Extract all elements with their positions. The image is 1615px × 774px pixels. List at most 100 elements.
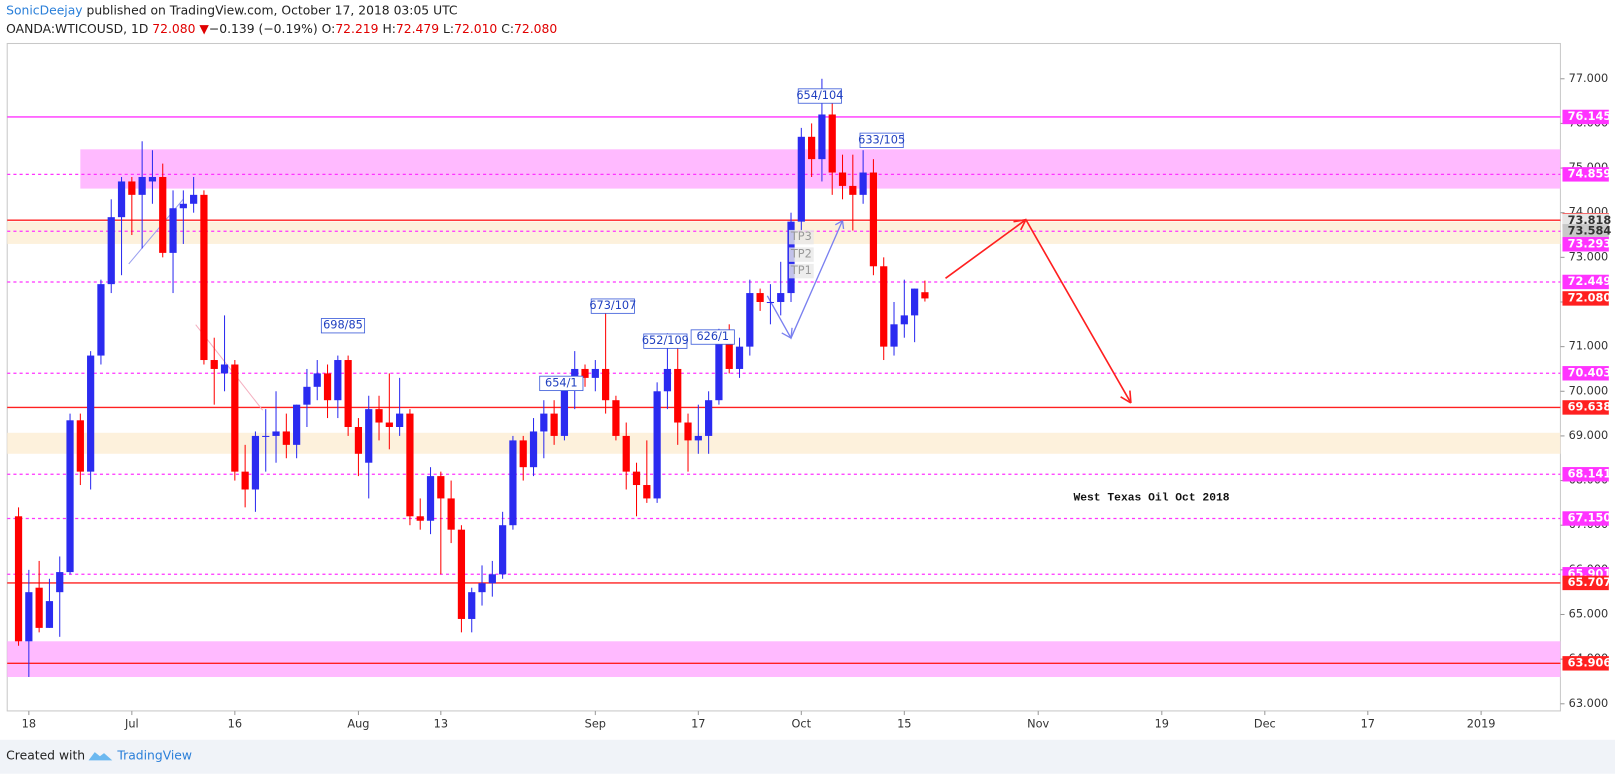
level-label: 67.150	[1568, 511, 1612, 525]
level-label-box	[1562, 167, 1609, 182]
level-label-box	[1562, 511, 1609, 526]
candle-body	[416, 516, 424, 521]
candle-body	[643, 485, 651, 499]
created-with: Created with	[6, 749, 85, 763]
candle-body	[540, 413, 548, 432]
h-value: 72.479	[396, 22, 439, 36]
x-tick-label: 17	[691, 716, 705, 730]
x-tick-label: Jul	[124, 716, 139, 730]
annotation-box	[690, 329, 735, 345]
y-tick-label: 71.000	[1569, 339, 1609, 353]
annotation-box	[643, 333, 688, 349]
tradingview-link[interactable]: TradingView	[116, 749, 192, 763]
annotation: 698/85	[323, 318, 363, 332]
candle-body	[735, 346, 744, 369]
candle-body	[210, 360, 218, 369]
candle-body	[190, 194, 198, 204]
candle-body	[550, 413, 558, 436]
x-tick-label: 17	[1361, 716, 1375, 730]
candle-body	[437, 476, 445, 499]
candle-body	[756, 293, 764, 302]
change: −0.139 (−0.19%)	[209, 22, 318, 36]
annotation-box	[797, 88, 842, 104]
level-label: 73.584	[1568, 223, 1612, 237]
candle-body	[231, 364, 239, 472]
candle-body	[87, 355, 95, 472]
candle-body	[880, 266, 888, 347]
candle-body	[406, 413, 414, 517]
annotation: 654/104	[796, 88, 843, 102]
target-box	[788, 263, 814, 279]
candle-body	[56, 572, 64, 593]
candle-body	[354, 426, 363, 454]
level-label-box	[1562, 109, 1609, 125]
annotation-box	[539, 375, 584, 392]
candle-body	[334, 360, 342, 401]
x-tick-label: Sep	[585, 716, 606, 730]
candle-body	[375, 409, 383, 423]
candle-body	[859, 172, 867, 195]
candle-body	[725, 333, 733, 369]
x-tick-label: 16	[228, 716, 242, 730]
level-label: 73.818	[1568, 213, 1612, 227]
candle-body	[777, 293, 785, 302]
candle-body	[529, 431, 538, 468]
level-label-box	[1562, 656, 1609, 671]
candle-body	[282, 431, 290, 445]
candle-body	[849, 185, 857, 195]
candle-body	[293, 404, 301, 445]
candle-body	[581, 368, 589, 378]
x-tick-label: 13	[434, 716, 448, 730]
candle-body	[323, 373, 332, 401]
last: 72.080	[152, 22, 195, 36]
level-label: 73.293	[1568, 236, 1612, 250]
author-link[interactable]: SonicDeejay	[6, 3, 82, 17]
symbol: OANDA:WTICOUSD, 1D	[6, 22, 148, 36]
y-tick-label: 69.000	[1569, 428, 1609, 442]
x-tick-label: 19	[1155, 716, 1169, 730]
level-label: 74.859	[1568, 166, 1612, 180]
candle-body	[148, 176, 157, 182]
y-tick-label: 63.000	[1569, 696, 1609, 710]
x-tick-label: Dec	[1254, 716, 1276, 730]
candle-body	[45, 601, 54, 628]
annotation-box	[320, 318, 366, 334]
l-value: 72.010	[454, 22, 497, 36]
candle-body	[478, 583, 486, 593]
candle-body	[869, 172, 878, 267]
candle-body	[911, 288, 919, 316]
candle-body	[385, 422, 393, 427]
x-tick-label: Nov	[1027, 716, 1049, 730]
y-tick-label: 73.000	[1569, 249, 1609, 263]
candle-body	[66, 420, 74, 573]
annotation: 673/107	[589, 298, 636, 312]
candle-body	[159, 176, 167, 253]
annotation: 652/109	[642, 333, 689, 347]
target-box	[788, 247, 814, 262]
candle-body	[766, 301, 775, 304]
y-tick-label: 65.000	[1569, 606, 1609, 620]
candle-body	[684, 422, 692, 441]
candle-body	[705, 400, 713, 436]
candle-body	[591, 368, 599, 378]
target-label: TP1	[790, 263, 812, 277]
l-label: L:	[443, 22, 454, 36]
candle-body	[447, 498, 455, 530]
candle-body	[241, 471, 249, 490]
c-value: 72.080	[514, 22, 557, 36]
candle-body	[746, 293, 754, 347]
candle-body	[107, 217, 115, 285]
level-label: 72.449	[1568, 274, 1612, 288]
level-label-box	[1562, 291, 1609, 306]
direction: ▼	[199, 22, 209, 36]
level-label-box	[1562, 400, 1609, 415]
candle-body	[694, 435, 702, 441]
candle-body	[663, 368, 672, 392]
candle-body	[365, 409, 373, 463]
candle-body	[14, 516, 23, 642]
candle-body	[499, 525, 507, 575]
header-line-2: OANDA:WTICOUSD, 1D 72.080 ▼−0.139 (−0.19…	[6, 22, 557, 36]
x-tick-label: Oct	[792, 716, 812, 730]
x-tick-label: Aug	[347, 716, 369, 730]
candle-body	[117, 181, 126, 218]
